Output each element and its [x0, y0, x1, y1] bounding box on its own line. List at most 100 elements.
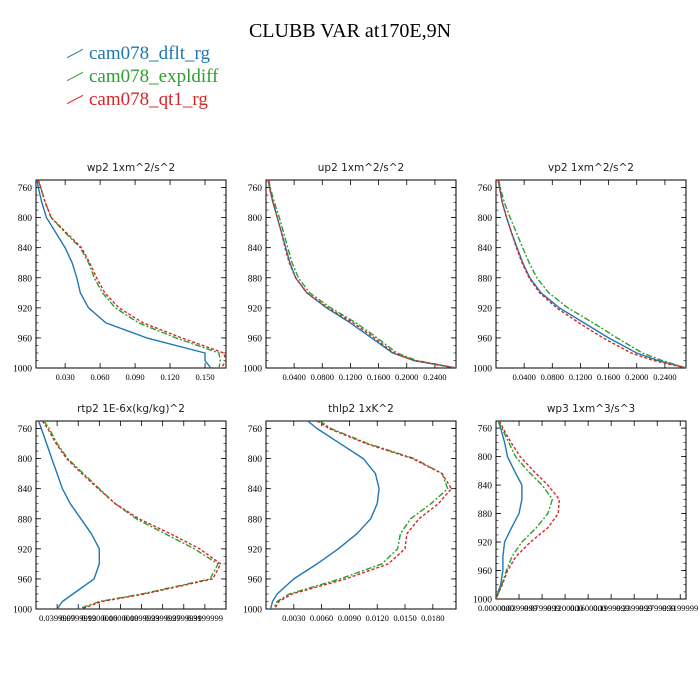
panel-title: up2 1xm^2/s^2 — [318, 162, 404, 174]
y-tick-label: 760 — [478, 184, 493, 194]
x-tick-label: 0.1999999 — [593, 603, 629, 613]
series-line-cam078_expldiff — [496, 421, 554, 599]
y-tick-label: 1000 — [473, 365, 492, 375]
series-line-cam078_qt1_rg — [37, 180, 226, 368]
legend-label: cam078_expldiff — [89, 66, 219, 87]
y-tick-label: 920 — [248, 304, 263, 314]
x-tick-label: 0.1600 — [367, 372, 390, 382]
series-line-cam078_dflt_rg — [269, 421, 380, 609]
x-tick-label: 0.0030 — [282, 613, 305, 623]
x-tick-label: 0.0800 — [311, 372, 334, 382]
y-tick-label: 760 — [248, 184, 263, 194]
x-tick-label: 0.120 — [160, 372, 179, 382]
x-tick-label: 0.2400 — [653, 372, 676, 382]
panel-title: wp3 1xm^3/s^3 — [547, 403, 635, 415]
y-tick-label: 840 — [478, 482, 493, 492]
y-tick-label: 760 — [18, 425, 33, 435]
x-tick-label: 0.2000 — [395, 372, 418, 382]
y-tick-label: 800 — [478, 453, 493, 463]
panel-title: rtp2 1E-6x(kg/kg)^2 — [77, 403, 185, 415]
x-tick-label: 0.150 — [195, 372, 214, 382]
series-line-cam078_expldiff — [498, 180, 686, 368]
legend-label: cam078_qt1_rg — [89, 89, 208, 110]
x-tick-label: 0.1600 — [597, 372, 620, 382]
series-line-cam078_dflt_rg — [36, 180, 212, 368]
x-tick-label: 0.0799999 — [60, 613, 96, 623]
series-line-cam078_dflt_rg — [496, 421, 523, 599]
page-title: CLUBB VAR at170E,9N — [248, 20, 452, 42]
series-line-cam078_qt1_rg — [497, 180, 686, 368]
panel-frame — [265, 420, 457, 610]
y-tick-label: 920 — [18, 304, 33, 314]
y-tick-label: 1000 — [13, 606, 32, 616]
x-tick-label: 0.0000000 — [478, 603, 514, 613]
x-tick-label: 0.0400 — [512, 372, 535, 382]
x-tick-label: 0.1600000 — [102, 613, 138, 623]
y-tick-label: 1000 — [13, 365, 32, 375]
series-line-cam078_expldiff — [272, 421, 449, 609]
panel-frame — [35, 420, 227, 610]
y-tick-label: 920 — [478, 304, 493, 314]
x-tick-label: 0.2399999 — [616, 603, 652, 613]
x-tick-label: 0.3199999 — [187, 613, 223, 623]
x-tick-label: 0.0150 — [393, 613, 416, 623]
x-tick-label: 0.030 — [56, 372, 75, 382]
x-tick-label: 0.0180 — [421, 613, 444, 623]
y-tick-label: 1000 — [243, 365, 262, 375]
x-tick-label: 0.0799999 — [524, 603, 560, 613]
y-tick-label: 920 — [18, 545, 33, 555]
y-tick-label: 960 — [478, 334, 493, 344]
x-tick-label: 0.0399999 — [39, 613, 75, 623]
series-line-cam078_qt1_rg — [267, 180, 456, 368]
x-tick-label: 0.1200000 — [81, 613, 117, 623]
y-tick-label: 840 — [248, 485, 263, 495]
y-tick-label: 960 — [248, 334, 263, 344]
legend-label: cam078_dflt_rg — [89, 43, 211, 64]
y-tick-label: 760 — [248, 425, 263, 435]
series-line-cam078_qt1_rg — [41, 421, 222, 609]
x-tick-label: 0.2000 — [625, 372, 648, 382]
series-line-cam078_qt1_rg — [496, 421, 560, 599]
panel-title: thlp2 1xK^2 — [328, 403, 394, 415]
panel-frame — [495, 420, 687, 600]
x-tick-label: 0.0800 — [541, 372, 564, 382]
x-tick-label: 0.0090 — [338, 613, 361, 623]
panel-frame — [265, 179, 457, 369]
y-tick-label: 880 — [478, 274, 493, 284]
y-tick-label: 880 — [248, 515, 263, 525]
legend-item-qt1: cam078_qt1_rg — [66, 88, 218, 111]
x-tick-label: 0.1600000 — [570, 603, 606, 613]
y-tick-label: 960 — [18, 334, 33, 344]
series-line-cam078_qt1_rg — [273, 421, 453, 609]
x-tick-label: 0.1200000 — [547, 603, 583, 613]
y-tick-label: 800 — [248, 214, 263, 224]
y-tick-label: 880 — [478, 510, 493, 520]
y-tick-label: 840 — [18, 244, 33, 254]
series-line-cam078_expldiff — [43, 421, 219, 609]
series-line-cam078_expldiff — [268, 180, 456, 368]
x-tick-label: 0.0400 — [282, 372, 305, 382]
panel-frame — [35, 179, 227, 369]
y-tick-label: 760 — [478, 425, 493, 435]
panel-title: vp2 1xm^2/s^2 — [548, 162, 634, 174]
series-line-cam078_expldiff — [37, 180, 221, 368]
x-tick-label: 0.0120 — [366, 613, 389, 623]
y-tick-label: 760 — [18, 184, 33, 194]
x-tick-label: 0.060 — [91, 372, 110, 382]
y-tick-label: 960 — [478, 567, 493, 577]
y-tick-label: 880 — [18, 274, 33, 284]
y-tick-label: 840 — [18, 485, 33, 495]
y-tick-label: 960 — [18, 575, 33, 585]
x-tick-label: 0.2799999 — [639, 603, 675, 613]
y-tick-label: 880 — [18, 515, 33, 525]
y-tick-label: 880 — [248, 274, 263, 284]
legend-item-expldiff: cam078_expldiff — [66, 65, 218, 88]
legend: cam078_dflt_rg cam078_expldiff cam078_qt… — [66, 42, 218, 111]
x-tick-label: 0.1999999 — [123, 613, 159, 623]
y-tick-label: 920 — [478, 539, 493, 549]
y-tick-label: 800 — [18, 214, 33, 224]
y-tick-label: 960 — [248, 575, 263, 585]
x-tick-label: 0.090 — [126, 372, 145, 382]
x-tick-label: 0.2399999 — [145, 613, 181, 623]
